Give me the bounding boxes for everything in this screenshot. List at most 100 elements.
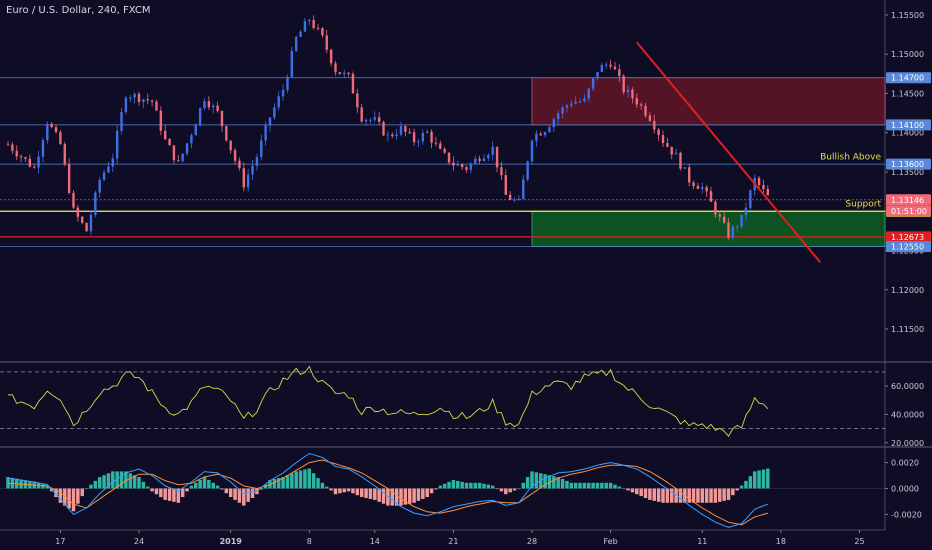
candle-body[interactable]: [329, 49, 333, 64]
candle-body[interactable]: [653, 120, 656, 130]
candle-body[interactable]: [159, 110, 163, 131]
candle-body[interactable]: [491, 146, 494, 155]
candle-body[interactable]: [500, 167, 503, 176]
candle-body[interactable]: [535, 133, 538, 141]
candle-body[interactable]: [343, 72, 346, 75]
candle-body[interactable]: [325, 35, 328, 50]
candle-body[interactable]: [198, 107, 202, 125]
candle-body[interactable]: [334, 63, 337, 73]
candle-body[interactable]: [347, 72, 350, 74]
candle-body[interactable]: [583, 98, 586, 102]
candle-body[interactable]: [696, 186, 700, 189]
candle-body[interactable]: [168, 139, 171, 146]
candle-body[interactable]: [657, 129, 660, 136]
candle-body[interactable]: [487, 154, 490, 159]
candle-body[interactable]: [605, 64, 608, 66]
candle-body[interactable]: [216, 105, 219, 112]
candle-body[interactable]: [460, 164, 464, 168]
candle-body[interactable]: [63, 144, 66, 165]
candle-body[interactable]: [6, 144, 10, 146]
candle-body[interactable]: [530, 140, 534, 162]
candle-body[interactable]: [360, 107, 363, 122]
candle-body[interactable]: [670, 146, 673, 155]
candle-body[interactable]: [570, 103, 573, 106]
candle-body[interactable]: [661, 135, 665, 144]
candle-body[interactable]: [102, 172, 106, 180]
candle-body[interactable]: [194, 124, 197, 136]
candle-body[interactable]: [522, 179, 525, 200]
candle-body[interactable]: [15, 150, 18, 157]
candle-body[interactable]: [683, 167, 687, 169]
candle-body[interactable]: [54, 127, 58, 133]
candle-body[interactable]: [417, 141, 420, 143]
candle-body[interactable]: [644, 105, 647, 116]
candle-body[interactable]: [482, 158, 486, 161]
candle-body[interactable]: [587, 88, 590, 99]
candle-body[interactable]: [129, 97, 132, 99]
candle-body[interactable]: [163, 130, 167, 140]
candle-body[interactable]: [316, 27, 320, 29]
candle-body[interactable]: [391, 134, 394, 137]
candle-body[interactable]: [526, 161, 529, 180]
candle-body[interactable]: [220, 111, 224, 127]
candle-body[interactable]: [225, 126, 228, 141]
candle-body[interactable]: [46, 123, 49, 141]
candle-body[interactable]: [622, 75, 625, 93]
candle-body[interactable]: [50, 123, 53, 128]
candle-body[interactable]: [736, 226, 739, 228]
candle-body[interactable]: [443, 148, 446, 153]
candle-body[interactable]: [762, 185, 765, 189]
candle-body[interactable]: [421, 133, 425, 142]
candle-body[interactable]: [548, 127, 551, 133]
candle-body[interactable]: [312, 19, 315, 28]
candle-body[interactable]: [246, 174, 250, 188]
candle-body[interactable]: [98, 179, 101, 193]
candle-body[interactable]: [212, 105, 215, 108]
candle-body[interactable]: [260, 140, 263, 158]
candle-body[interactable]: [233, 150, 237, 161]
candle-body[interactable]: [373, 117, 377, 120]
candle-body[interactable]: [495, 146, 499, 168]
candle-body[interactable]: [635, 98, 639, 105]
candle-body[interactable]: [749, 190, 752, 208]
candle-body[interactable]: [290, 50, 294, 77]
candle-body[interactable]: [294, 36, 298, 51]
candle-body[interactable]: [539, 133, 542, 136]
candle-body[interactable]: [137, 93, 141, 103]
candle-body[interactable]: [666, 143, 669, 147]
candle-body[interactable]: [124, 97, 128, 113]
candle-body[interactable]: [11, 144, 14, 151]
candle-body[interactable]: [508, 194, 512, 200]
candle-body[interactable]: [718, 214, 721, 217]
candle-body[interactable]: [504, 175, 508, 195]
candle-body[interactable]: [447, 152, 451, 163]
candle-body[interactable]: [203, 101, 206, 108]
candle-body[interactable]: [679, 152, 682, 169]
candle-body[interactable]: [115, 130, 119, 159]
candle-body[interactable]: [452, 162, 455, 166]
candle-body[interactable]: [513, 199, 516, 201]
candle-body[interactable]: [552, 119, 556, 128]
candle-body[interactable]: [377, 117, 381, 122]
candle-body[interactable]: [744, 207, 748, 215]
candle-body[interactable]: [255, 157, 259, 166]
candle-body[interactable]: [67, 164, 71, 193]
candle-body[interactable]: [731, 226, 735, 238]
candle-body[interactable]: [648, 115, 652, 121]
candle-body[interactable]: [382, 121, 385, 136]
candle-body[interactable]: [596, 71, 599, 78]
candle-body[interactable]: [177, 160, 180, 162]
candle-body[interactable]: [618, 69, 621, 76]
candle-body[interactable]: [692, 182, 695, 187]
candle-body[interactable]: [565, 105, 569, 108]
candle-body[interactable]: [299, 31, 302, 37]
candle-body[interactable]: [94, 192, 97, 215]
candle-body[interactable]: [543, 132, 547, 136]
candle-body[interactable]: [72, 192, 75, 208]
candle-body[interactable]: [150, 100, 154, 102]
candle-body[interactable]: [281, 90, 285, 97]
candle-body[interactable]: [705, 187, 708, 192]
candle-body[interactable]: [41, 140, 45, 157]
candle-body[interactable]: [111, 158, 115, 167]
